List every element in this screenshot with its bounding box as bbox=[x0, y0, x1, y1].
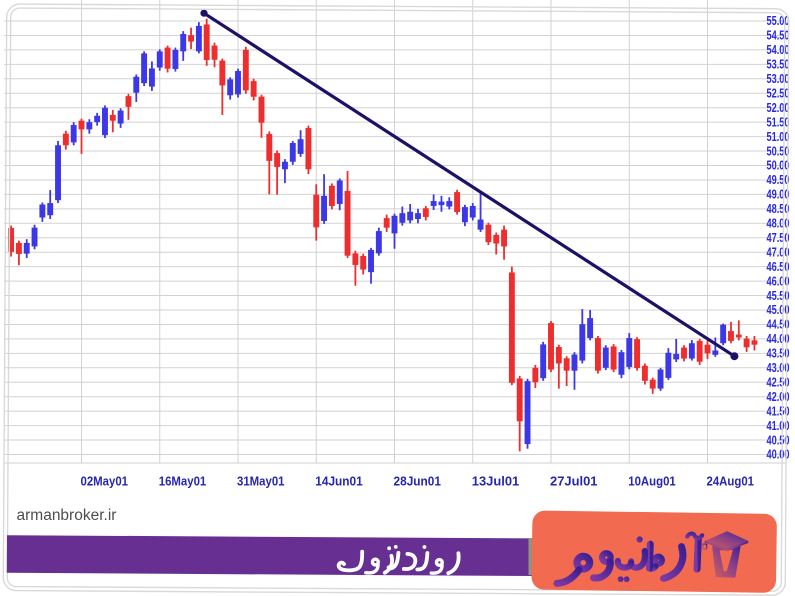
svg-text:47.00: 47.00 bbox=[767, 245, 790, 259]
svg-text:49.00: 49.00 bbox=[767, 188, 790, 202]
svg-text:41.50: 41.50 bbox=[767, 404, 790, 418]
svg-text:45.00: 45.00 bbox=[767, 303, 790, 317]
svg-text:27Jul01: 27Jul01 bbox=[550, 475, 598, 489]
svg-text:13Jul01: 13Jul01 bbox=[472, 475, 520, 489]
svg-text:44.50: 44.50 bbox=[767, 318, 790, 332]
svg-text:24Aug01: 24Aug01 bbox=[707, 475, 755, 489]
svg-text:54.00: 54.00 bbox=[767, 43, 790, 57]
svg-text:41.00: 41.00 bbox=[767, 419, 790, 433]
svg-text:16May01: 16May01 bbox=[159, 475, 207, 489]
svg-text:armanbroker.ir: armanbroker.ir bbox=[17, 507, 117, 524]
svg-text:55.00: 55.00 bbox=[767, 14, 790, 28]
svg-text:14Jun01: 14Jun01 bbox=[315, 475, 363, 489]
svg-text:10Aug01: 10Aug01 bbox=[628, 475, 676, 489]
svg-text:47.50: 47.50 bbox=[767, 231, 790, 245]
svg-text:49.50: 49.50 bbox=[767, 173, 790, 187]
svg-text:43.50: 43.50 bbox=[767, 347, 790, 361]
svg-text:53.50: 53.50 bbox=[767, 58, 790, 72]
svg-text:50.50: 50.50 bbox=[767, 144, 790, 158]
svg-text:51.50: 51.50 bbox=[767, 115, 790, 129]
svg-text:50.00: 50.00 bbox=[767, 159, 790, 173]
svg-text:42.50: 42.50 bbox=[767, 375, 790, 389]
svg-text:48.00: 48.00 bbox=[767, 217, 790, 231]
svg-text:44.00: 44.00 bbox=[767, 332, 790, 346]
svg-text:52.50: 52.50 bbox=[767, 86, 790, 100]
svg-text:42.00: 42.00 bbox=[767, 390, 790, 404]
svg-text:54.50: 54.50 bbox=[767, 29, 790, 43]
svg-text:53.00: 53.00 bbox=[767, 72, 790, 86]
svg-text:40.00: 40.00 bbox=[767, 448, 790, 462]
svg-text:46.00: 46.00 bbox=[767, 274, 790, 288]
svg-text:45.50: 45.50 bbox=[767, 289, 790, 303]
svg-text:52.00: 52.00 bbox=[767, 101, 790, 115]
svg-text:40.50: 40.50 bbox=[767, 433, 790, 447]
svg-text:48.50: 48.50 bbox=[767, 202, 790, 216]
svg-text:31May01: 31May01 bbox=[237, 475, 285, 489]
svg-text:51.00: 51.00 bbox=[767, 130, 790, 144]
svg-text:43.00: 43.00 bbox=[767, 361, 790, 375]
svg-text:02May01: 02May01 bbox=[81, 475, 129, 489]
svg-text:46.50: 46.50 bbox=[767, 260, 790, 274]
svg-text:28Jun01: 28Jun01 bbox=[394, 475, 442, 489]
